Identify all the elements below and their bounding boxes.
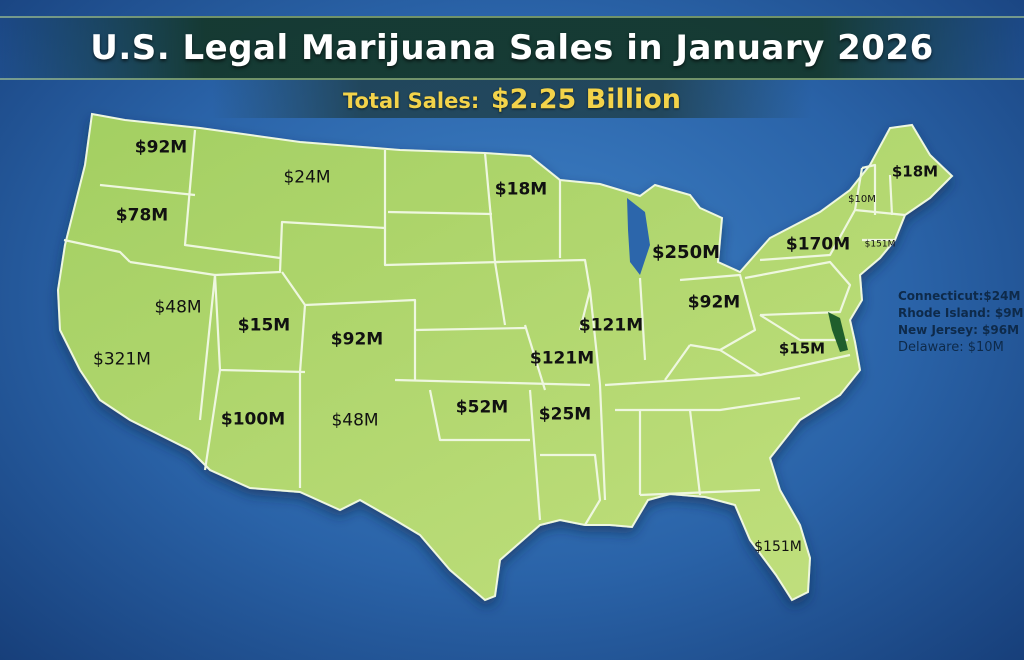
subtitle-banner: Total Sales: $2.25 Billion <box>212 80 812 118</box>
total-sales-value: $2.25 Billion <box>490 83 682 115</box>
state-label-washington: $92M <box>134 137 188 158</box>
state-label-arizona: $100M <box>220 409 286 430</box>
state-label-montana: $24M <box>283 167 331 188</box>
total-sales-label: Total Sales: <box>342 88 480 113</box>
state-label-arkansas: $25M <box>538 404 592 425</box>
side-note-connecticut: Connecticut:$24M <box>898 289 1021 303</box>
state-label-michigan: $250M <box>651 242 721 263</box>
state-label-minnesota: $18M <box>494 179 548 200</box>
state-label-florida: $151M <box>754 539 802 555</box>
state-label-utah: $15M <box>237 315 291 336</box>
state-label-vermont: $10M <box>848 194 876 205</box>
state-label-missouri: $121M <box>529 348 595 369</box>
state-label-new-york: $170M <box>785 234 851 255</box>
side-note-rhode-island: Rhode Island: $9M <box>898 306 1024 320</box>
state-label-new-mexico: $48M <box>331 410 379 431</box>
state-label-oregon: $78M <box>115 205 169 226</box>
state-label-oklahoma: $52M <box>455 397 509 418</box>
page-title: U.S. Legal Marijuana Sales in January 20… <box>90 28 934 68</box>
state-label-california: $321M <box>93 349 151 370</box>
side-notes: Connecticut:$24M Rhode Island: $9M New J… <box>898 288 1024 356</box>
state-label-virginia: $15M <box>778 339 826 358</box>
state-borders <box>63 129 906 526</box>
side-note-new-jersey: New Jersey: $96M <box>898 323 1020 337</box>
lake-michigan <box>627 198 650 275</box>
state-label-maine: $18M <box>891 162 939 181</box>
state-label-nevada: $48M <box>154 297 202 318</box>
total-sales: Total Sales: $2.25 Billion <box>343 84 681 115</box>
state-label-illinois: $121M <box>578 315 644 336</box>
state-label-massachusetts: $151M <box>864 239 896 250</box>
state-label-colorado: $92M <box>330 329 384 350</box>
side-note-delaware: Delaware: $10M <box>898 340 1004 355</box>
title-banner: U.S. Legal Marijuana Sales in January 20… <box>0 16 1024 80</box>
chesapeake-bay <box>828 312 848 352</box>
state-label-ohio: $92M <box>687 292 741 313</box>
